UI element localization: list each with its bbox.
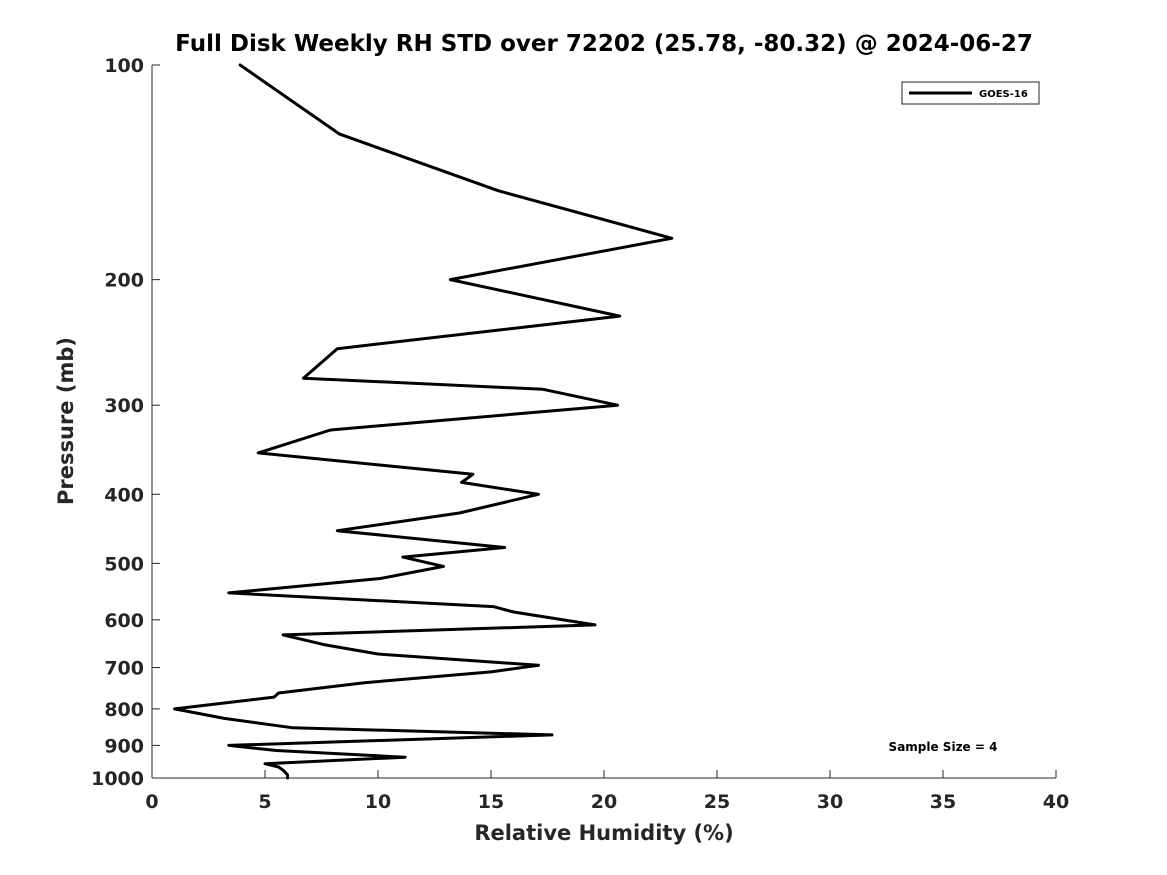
y-tick-label: 100 [104, 55, 144, 77]
x-ticks: 0 5 10 15 20 25 30 35 40 [145, 770, 1069, 813]
x-tick-label: 5 [258, 791, 271, 813]
y-tick-label: 1000 [91, 768, 144, 790]
x-tick-label: 30 [817, 791, 843, 813]
y-tick-label: 500 [104, 553, 144, 575]
x-tick-label: 25 [704, 791, 730, 813]
legend-label-goes-16: GOES-16 [979, 89, 1028, 100]
x-tick-label: 40 [1043, 791, 1069, 813]
x-tick-label: 15 [478, 791, 504, 813]
y-ticks: 100 200 300 400 500 600 700 800 900 1000 [91, 55, 160, 790]
sample-size-annotation: Sample Size = 4 [889, 740, 998, 754]
x-tick-label: 20 [591, 791, 617, 813]
y-tick-label: 300 [104, 395, 144, 417]
x-tick-label: 35 [930, 791, 956, 813]
chart-title: Full Disk Weekly RH STD over 72202 (25.7… [175, 31, 1033, 57]
y-tick-label: 400 [104, 484, 144, 506]
y-tick-label: 200 [104, 270, 144, 292]
x-axis-label: Relative Humidity (%) [474, 821, 733, 845]
x-tick-label: 10 [365, 791, 391, 813]
y-axis-label: Pressure (mb) [54, 337, 78, 505]
series-line-goes-16 [173, 63, 674, 780]
y-tick-label: 700 [104, 658, 144, 680]
y-tick-label: 800 [104, 699, 144, 721]
legend: GOES-16 [901, 81, 1040, 105]
x-tick-label: 0 [145, 791, 158, 813]
y-tick-label: 600 [104, 610, 144, 632]
y-tick-label: 900 [104, 735, 144, 757]
